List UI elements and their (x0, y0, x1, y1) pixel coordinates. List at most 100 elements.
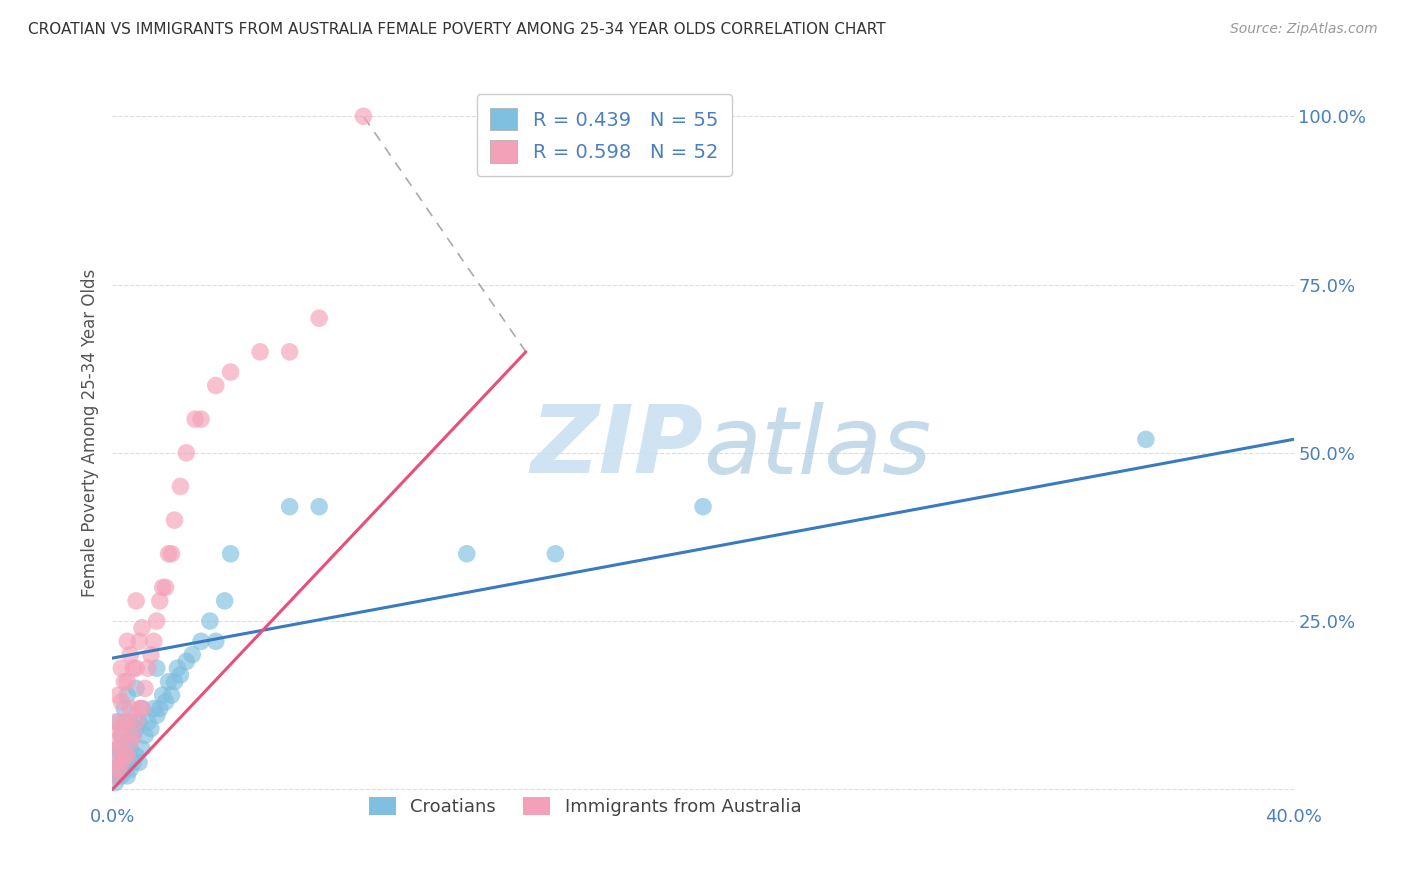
Point (122, 756, 145, 770)
Point (198, 614, 221, 628)
Point (110, 756, 132, 770)
Point (160, 547, 183, 561)
Point (110, 729, 132, 743)
Point (155, 581, 177, 595)
Point (120, 714, 142, 729)
Point (110, 769, 132, 783)
Point (120, 701, 142, 715)
Point (131, 701, 153, 715)
Point (107, 742, 129, 756)
Point (112, 748, 135, 763)
Point (128, 714, 150, 729)
Point (122, 661, 145, 675)
Point (456, 547, 478, 561)
Point (104, 756, 127, 770)
Point (104, 714, 127, 729)
Y-axis label: Female Poverty Among 25-34 Year Olds: Female Poverty Among 25-34 Year Olds (80, 268, 98, 597)
Point (104, 775, 127, 789)
Text: atlas: atlas (703, 402, 931, 493)
Point (125, 661, 148, 675)
Point (122, 729, 145, 743)
Point (219, 365, 242, 379)
Point (128, 701, 150, 715)
Point (112, 714, 135, 729)
Point (125, 722, 148, 736)
Point (160, 688, 183, 702)
Point (214, 594, 236, 608)
Point (163, 674, 186, 689)
Point (142, 634, 165, 648)
Point (107, 714, 129, 729)
Point (134, 681, 156, 696)
Point (120, 735, 142, 749)
Point (117, 634, 138, 648)
Point (125, 714, 148, 729)
Point (117, 714, 138, 729)
Point (249, 344, 271, 359)
Point (107, 722, 129, 736)
Point (128, 634, 150, 648)
Point (117, 674, 138, 689)
Point (278, 344, 301, 359)
Point (110, 756, 132, 770)
Point (104, 735, 127, 749)
Point (131, 742, 153, 756)
Point (117, 769, 138, 783)
Point (101, 762, 124, 776)
Point (110, 729, 132, 743)
Point (692, 500, 714, 514)
Point (117, 735, 138, 749)
Point (117, 756, 138, 770)
Point (152, 581, 174, 595)
Point (120, 742, 142, 756)
Point (157, 674, 180, 689)
Point (112, 674, 135, 689)
Text: CROATIAN VS IMMIGRANTS FROM AUSTRALIA FEMALE POVERTY AMONG 25-34 YEAR OLDS CORRE: CROATIAN VS IMMIGRANTS FROM AUSTRALIA FE… (28, 22, 886, 37)
Point (117, 688, 138, 702)
Point (149, 701, 172, 715)
Point (157, 547, 180, 561)
Point (125, 748, 148, 763)
Point (155, 695, 177, 709)
Point (120, 648, 142, 662)
Point (131, 621, 153, 635)
Text: Source: ZipAtlas.com: Source: ZipAtlas.com (1230, 22, 1378, 37)
Point (142, 701, 165, 715)
Point (544, 547, 567, 561)
Point (152, 688, 174, 702)
Point (117, 748, 138, 763)
Point (107, 688, 129, 702)
Point (110, 695, 132, 709)
Point (101, 769, 124, 783)
Point (146, 614, 169, 628)
Point (149, 594, 172, 608)
Point (139, 722, 162, 736)
Point (184, 412, 207, 426)
Point (205, 378, 228, 392)
Point (136, 661, 159, 675)
Point (146, 708, 169, 723)
Point (112, 701, 135, 715)
Point (134, 729, 156, 743)
Point (107, 762, 129, 776)
Point (125, 681, 148, 696)
Point (112, 762, 135, 776)
Point (181, 648, 204, 662)
Point (278, 500, 301, 514)
Point (128, 756, 150, 770)
Point (139, 648, 162, 662)
Point (120, 762, 142, 776)
Point (190, 634, 212, 648)
Point (104, 748, 127, 763)
Point (174, 446, 197, 460)
Point (352, 109, 374, 123)
Point (107, 742, 129, 756)
Point (125, 594, 148, 608)
Point (169, 479, 191, 493)
Point (131, 701, 153, 715)
Point (174, 655, 197, 669)
Point (122, 729, 145, 743)
Point (166, 661, 188, 675)
Point (112, 748, 135, 763)
Point (190, 412, 212, 426)
